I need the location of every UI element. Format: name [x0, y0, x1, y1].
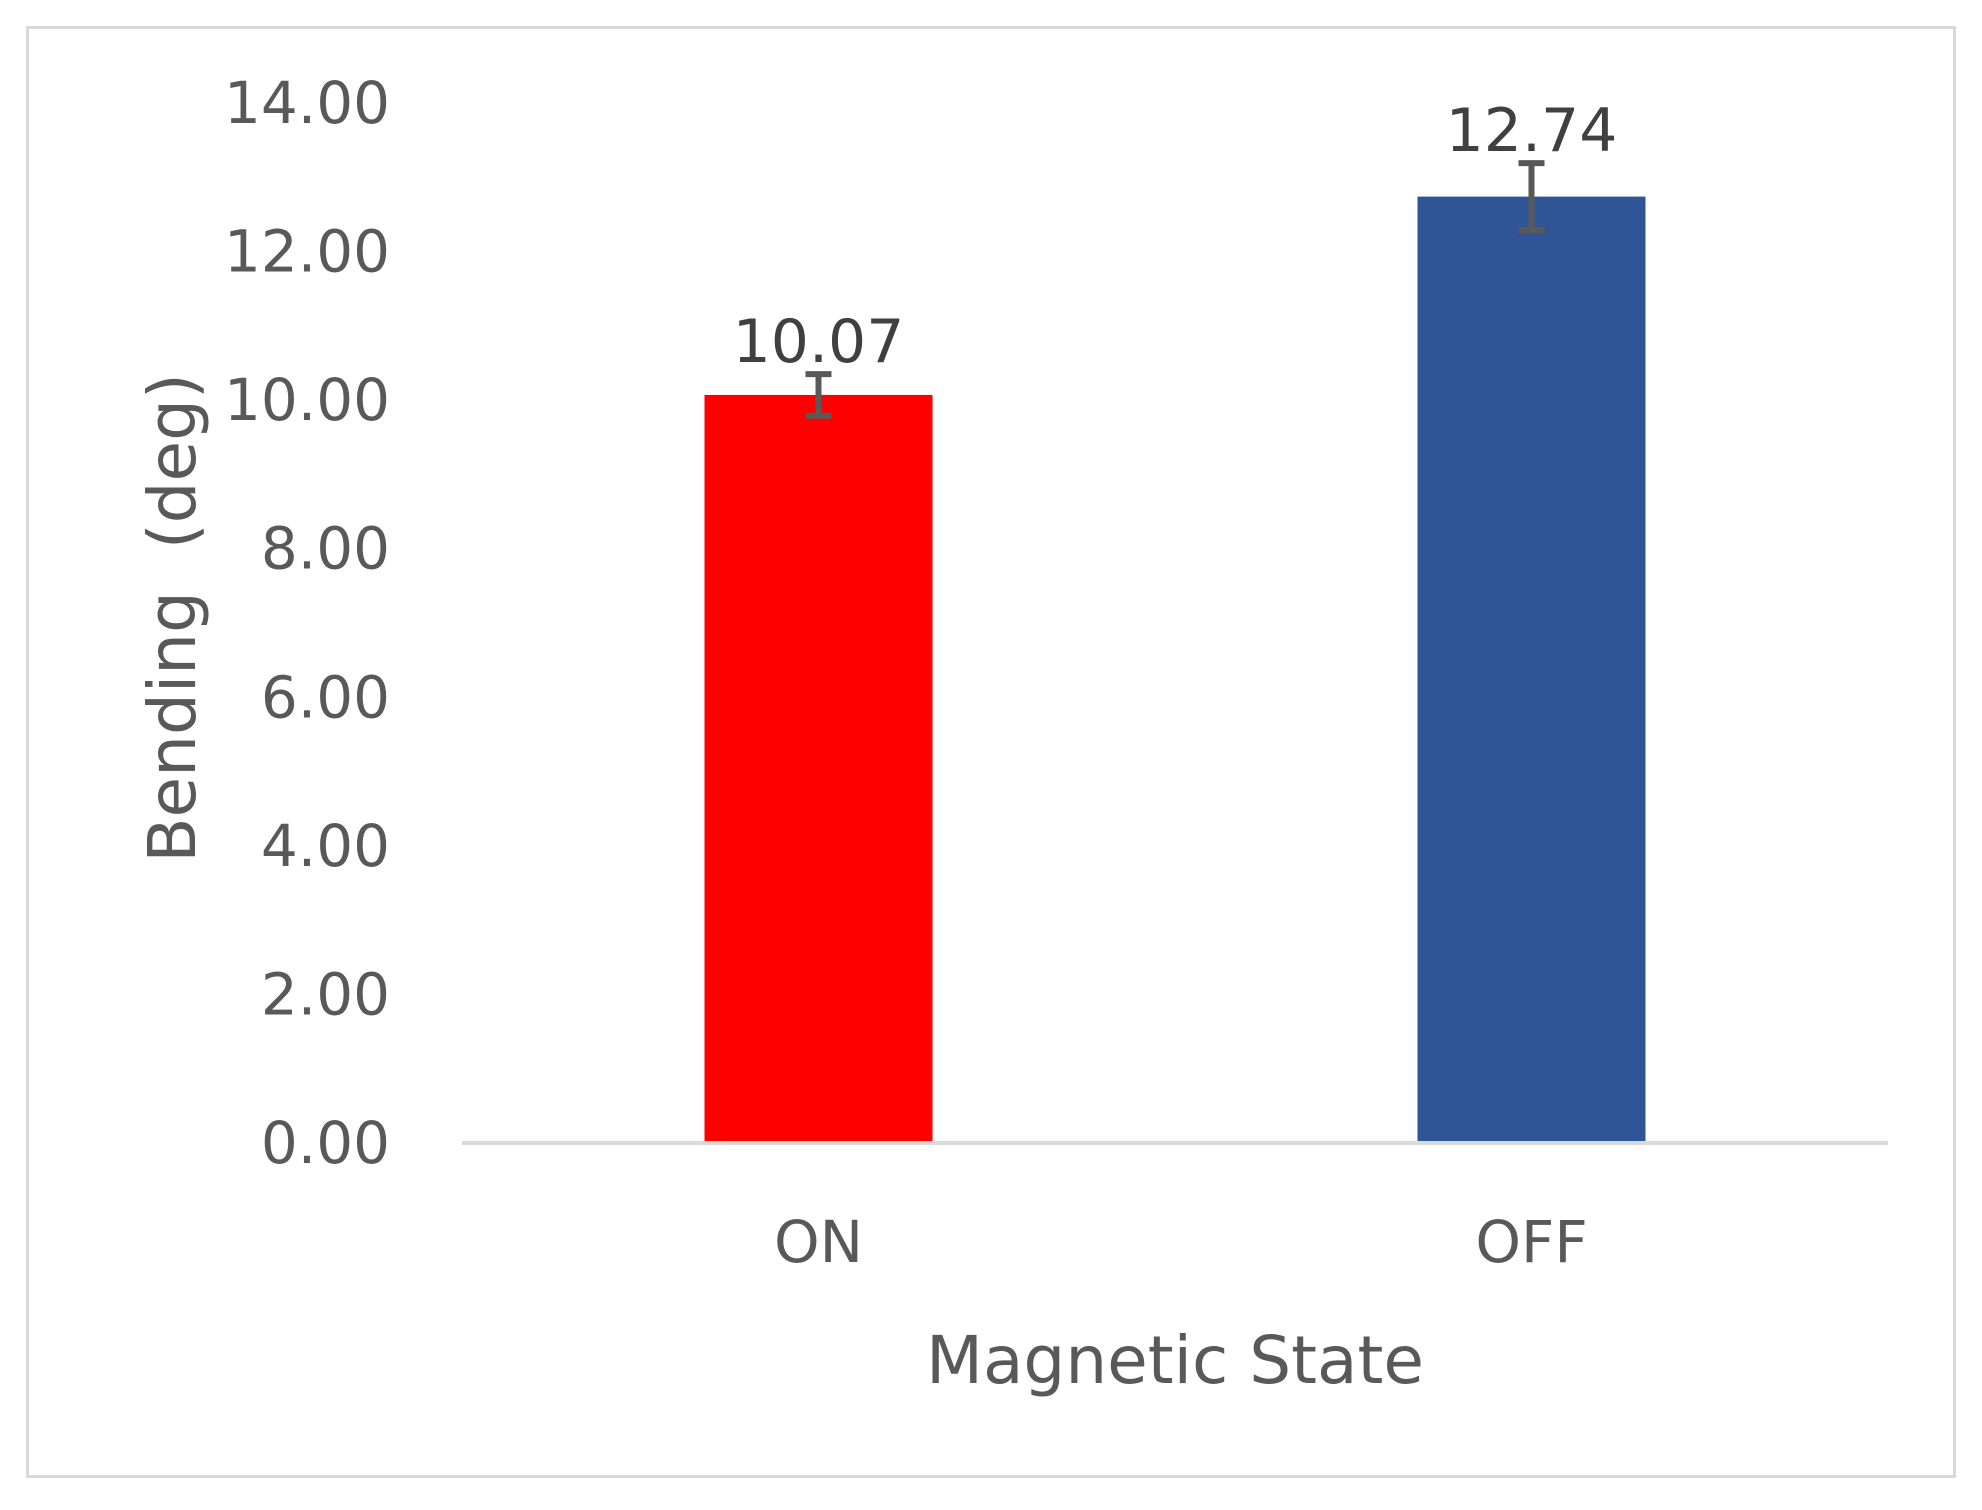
data-label: 12.74 [1446, 96, 1618, 166]
x-category-label: OFF [1475, 1208, 1587, 1276]
x-axis-categories: ON OFF [774, 1208, 1588, 1276]
y-tick-label: 14.00 [224, 69, 390, 137]
y-tick-label: 6.00 [261, 663, 390, 731]
x-category-label: ON [774, 1208, 863, 1276]
y-tick-label: 12.00 [224, 218, 390, 286]
error-bars-group [805, 160, 1545, 419]
y-tick-label: 0.00 [261, 1109, 390, 1177]
y-tick-label: 10.00 [224, 366, 390, 434]
y-axis-ticks: 0.00 2.00 4.00 6.00 8.00 10.00 12.00 14.00 [224, 69, 390, 1177]
y-tick-label: 4.00 [261, 812, 390, 880]
data-labels-group: 10.07 12.74 [733, 96, 1618, 377]
bars-group [704, 196, 1646, 1144]
bar-off [1417, 196, 1646, 1144]
bar-on [704, 394, 933, 1143]
y-axis-title: Bending (deg) [134, 373, 211, 863]
data-label: 10.07 [733, 307, 905, 377]
y-tick-label: 8.00 [261, 515, 390, 583]
x-axis-title: Magnetic State [926, 1322, 1424, 1399]
y-tick-label: 2.00 [261, 960, 390, 1028]
